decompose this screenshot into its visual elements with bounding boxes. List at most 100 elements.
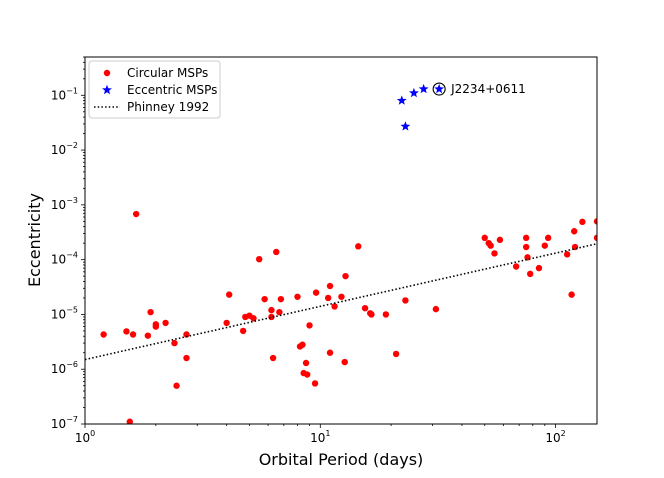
y-axis-label: Eccentricity [25,193,44,287]
circular-msp-point [299,341,306,348]
circular-msp-point [496,236,504,244]
y-tick-label: 10−7 [51,415,78,431]
x-tick-label: 101 [310,429,330,445]
legend-label: Eccentric MSPs [127,83,217,97]
legend-box [88,60,221,119]
circular-msp-point [535,264,543,272]
eccentric-msp-point [396,95,407,105]
legend-entry: Phinney 1992 [94,100,209,114]
circular-msp-point [250,315,257,322]
circular-msp-point [171,339,178,347]
circular-msp-point [512,263,520,270]
eccentric-msp-point [408,87,419,98]
circular-msp-point [382,311,390,318]
circular-msp-point [312,289,320,296]
circular-msp-point [225,291,233,298]
circular-msp-point [324,294,332,302]
circular-msp-point [152,321,160,328]
circular-msp-point [306,322,313,329]
y-tick-label: 10−5 [51,305,78,321]
circular-msp-point [255,255,263,263]
circular-msp-point [481,234,488,242]
legend-label: Phinney 1992 [127,100,209,114]
y-tick-label: 10−4 [51,251,78,267]
series-phinney-1992 [85,242,597,361]
y-tick-label: 10−3 [51,196,78,212]
circular-msp-point [402,297,409,304]
legend-entry: Eccentric MSPs [102,83,217,97]
circular-msp-point [223,319,230,327]
circular-msp-point [132,210,140,218]
y-tick-label: 10−1 [51,86,78,102]
circular-msp-point [268,306,275,314]
circular-msp-point [342,272,349,280]
circular-msp-point [593,218,597,225]
circular-msp-point [276,308,283,316]
circular-msp-point [541,242,549,249]
x-axis-label: Orbital Period (days) [259,450,424,469]
circular-msp-point [544,234,552,242]
eccentric-msp-point [418,83,429,94]
circular-msp-point [593,234,597,242]
x-tick-label: 102 [545,429,565,445]
annotation-layer: J2234+0611 [432,82,526,96]
legend: Circular MSPs Eccentric MSPs Phinney 1992 [88,60,221,119]
circular-msp-point [311,380,319,387]
circular-msp-point [304,371,311,378]
circular-msp-point [162,319,169,327]
circular-msp-point [183,331,190,338]
circular-msp-point [570,228,578,235]
eccentric-msp-point [434,83,445,94]
circular-msp-point [568,291,575,298]
circular-msp-point [239,327,247,335]
circular-msp-point [526,270,534,278]
circular-msp-point [331,303,338,310]
circular-msp-point [123,328,130,335]
circular-msp-point [392,350,400,358]
circular-msp-point [302,359,310,367]
circular-msp-point [173,382,180,389]
plot-frame [84,56,598,425]
series-layer [85,83,597,424]
legend-circle-marker [103,69,111,77]
circular-msp-point [487,242,494,249]
circular-msp-point [355,243,362,250]
circular-msp-point [277,295,285,303]
circular-msp-point [522,234,530,242]
circular-msp-point [129,331,137,338]
eccentric-msp-point [400,121,411,131]
circular-msp-point [326,282,334,290]
annotation-label: J2234+0611 [450,82,526,96]
legend-star-marker [102,84,112,95]
circular-msp-point [341,358,348,366]
circular-msp-point [261,295,268,303]
circular-msp-point [126,418,133,424]
circular-msp-point [269,354,277,362]
circular-msp-point [147,308,154,316]
circular-msp-point [491,250,498,257]
circular-msp-point [579,218,586,226]
circular-msp-point [361,304,369,312]
circular-msp-point [326,349,334,356]
circular-msp-point [294,293,301,300]
circular-msp-point [522,243,530,251]
circular-msp-point [563,251,571,258]
circular-msp-point [368,311,375,318]
y-tick-label: 10−6 [51,360,78,376]
circular-msp-point [144,332,152,339]
circular-msp-point [100,331,107,338]
circular-msp-point [338,293,345,300]
circular-msp-point [183,354,190,362]
series-circular-msps [100,210,597,424]
x-axis-ticks: 100 101 102 [75,424,566,445]
annotation-circle [432,82,446,96]
legend-label: Circular MSPs [127,66,208,80]
legend-entry: Circular MSPs [103,66,208,80]
circular-msp-point [273,248,280,256]
y-tick-label: 10−2 [51,141,78,157]
x-tick-label: 100 [75,429,95,445]
phinney-fit-line [85,242,597,361]
y-axis-ticks: 10−7 10−6 10−5 10−4 10−3 10−2 10−1 [51,56,85,431]
series-eccentric-msps [396,83,445,131]
